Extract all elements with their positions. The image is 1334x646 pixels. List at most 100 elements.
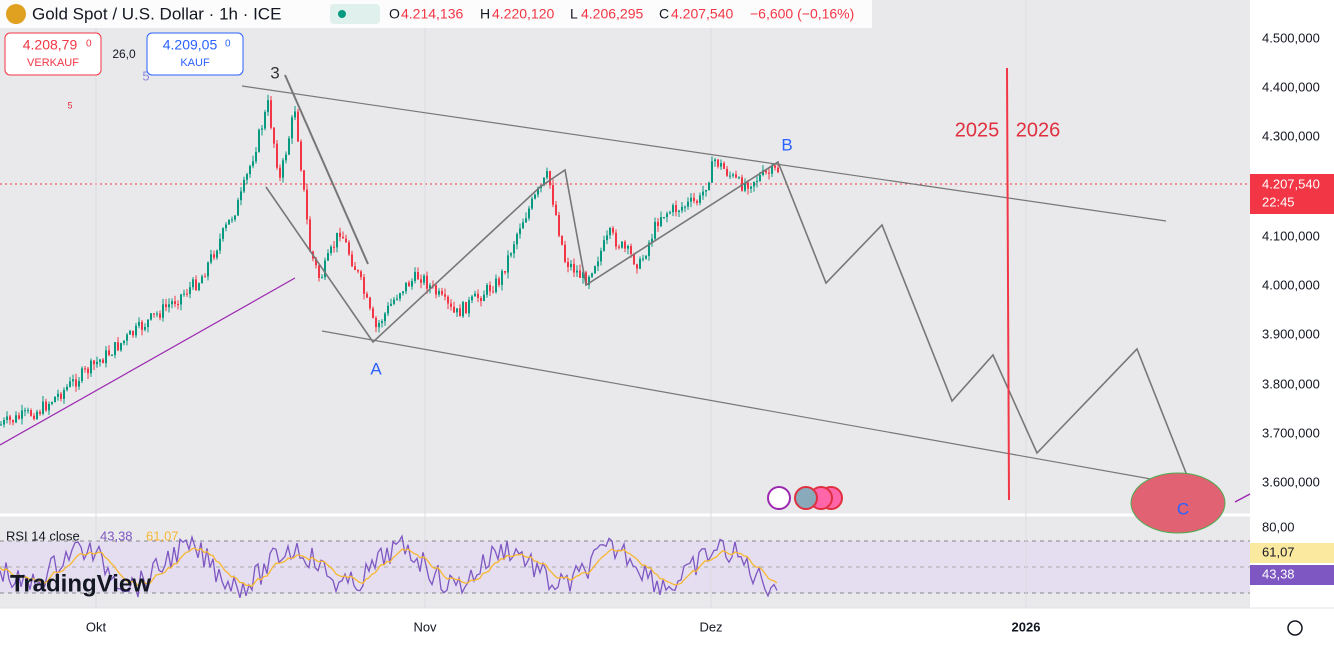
candle-body	[561, 235, 563, 245]
candle-body	[405, 282, 407, 292]
candle-body	[579, 270, 581, 278]
year-label: 2025	[955, 119, 1000, 141]
candle-body	[552, 185, 554, 205]
wave-label: A	[370, 359, 382, 378]
small-label: 5	[67, 100, 72, 110]
sell-label: VERKAUF	[27, 57, 79, 69]
candle-body	[192, 279, 194, 288]
symbol-title[interactable]: Gold Spot / U.S. Dollar · 1h · ICE	[32, 4, 281, 23]
candle-body	[618, 246, 620, 248]
candle-body	[321, 277, 323, 279]
candle-body	[447, 296, 449, 304]
candle-body	[537, 188, 539, 195]
candle-body	[744, 182, 746, 191]
candle-body	[81, 368, 83, 381]
candle-body	[333, 246, 335, 248]
candle-body	[771, 165, 773, 174]
wave-label: C	[1177, 499, 1189, 518]
candle-body	[492, 291, 494, 293]
candle-body	[243, 179, 245, 192]
candle-body	[573, 263, 575, 273]
candle-body	[657, 221, 659, 227]
candle-body	[609, 228, 611, 236]
candle-body	[777, 167, 779, 173]
status-dot	[338, 10, 346, 18]
candle-body	[177, 304, 179, 306]
event-icon[interactable]	[794, 486, 818, 510]
year-label: 2026	[1016, 119, 1061, 141]
candle-body	[594, 266, 596, 274]
candles	[0, 94, 779, 428]
candle-body	[165, 304, 167, 308]
candle-body	[390, 303, 392, 306]
candle-body	[720, 163, 722, 167]
candle-body	[69, 381, 71, 387]
logo[interactable]: TradingView	[10, 570, 151, 597]
candle-body	[726, 168, 728, 176]
candle-body	[651, 238, 653, 243]
rsi-axis-label: 80,00	[1262, 519, 1295, 534]
settings-icon[interactable]	[1287, 620, 1303, 636]
candle-body	[162, 304, 164, 318]
candle-body	[183, 293, 185, 295]
candle-body	[147, 319, 149, 328]
candle-body	[309, 219, 311, 252]
wave-label: B	[781, 135, 792, 154]
candle-body	[459, 308, 461, 317]
candle-body	[549, 171, 551, 186]
candle-body	[207, 262, 209, 277]
candle-body	[33, 415, 35, 420]
candle-body	[48, 403, 50, 411]
candle-body	[294, 111, 296, 118]
buy-button[interactable]	[146, 32, 244, 76]
candle-body	[414, 271, 416, 281]
price-label: 3.900,000	[1262, 326, 1320, 341]
candle-body	[531, 198, 533, 209]
candle-body	[591, 273, 593, 277]
candle-body	[462, 302, 464, 317]
candle-body	[621, 241, 623, 248]
candle-body	[516, 234, 518, 245]
candle-body	[702, 191, 704, 196]
candle-body	[51, 402, 53, 404]
candle-body	[600, 250, 602, 262]
candle-body	[135, 325, 137, 336]
candle-body	[486, 284, 488, 295]
candle-body	[201, 276, 203, 284]
candle-body	[468, 300, 470, 314]
support-line	[0, 277, 296, 446]
candle-body	[159, 313, 161, 318]
candle-body	[576, 270, 578, 273]
sell-button[interactable]	[4, 32, 102, 76]
candle-body	[30, 410, 32, 416]
candle-body	[288, 138, 290, 155]
ohlc-value: 4.206,295	[581, 6, 643, 22]
candle-body	[555, 204, 557, 216]
candle-body	[495, 278, 497, 292]
axes: 4.500,000 4.400,000 4.300,000 4.100,000 4.00…	[86, 0, 1320, 634]
candle-body	[189, 287, 191, 294]
candle-body	[216, 250, 218, 258]
rsi-ma-value: 61,07	[146, 528, 179, 543]
spread: 26,0	[112, 47, 136, 61]
candle-body	[474, 293, 476, 297]
candle-body	[648, 242, 650, 256]
rsi-value: 43,38	[100, 528, 133, 543]
event-icon[interactable]	[767, 486, 791, 510]
candle-body	[393, 299, 395, 304]
candle-body	[72, 379, 74, 382]
symbol-icon	[6, 4, 26, 24]
ohlc-change: −6,600 (−0,16%)	[750, 6, 854, 22]
candle-body	[225, 224, 227, 229]
candle-body	[339, 232, 341, 237]
candle-body	[42, 401, 44, 414]
last-price: 4.207,540	[1262, 176, 1320, 191]
candle-body	[90, 360, 92, 374]
candle-body	[150, 313, 152, 320]
candle-body	[456, 308, 458, 313]
candle-body	[336, 232, 338, 248]
candle-body	[258, 129, 260, 152]
price-label: 4.000,000	[1262, 277, 1320, 292]
candle-body	[270, 100, 272, 128]
status-badge[interactable]	[330, 4, 380, 24]
